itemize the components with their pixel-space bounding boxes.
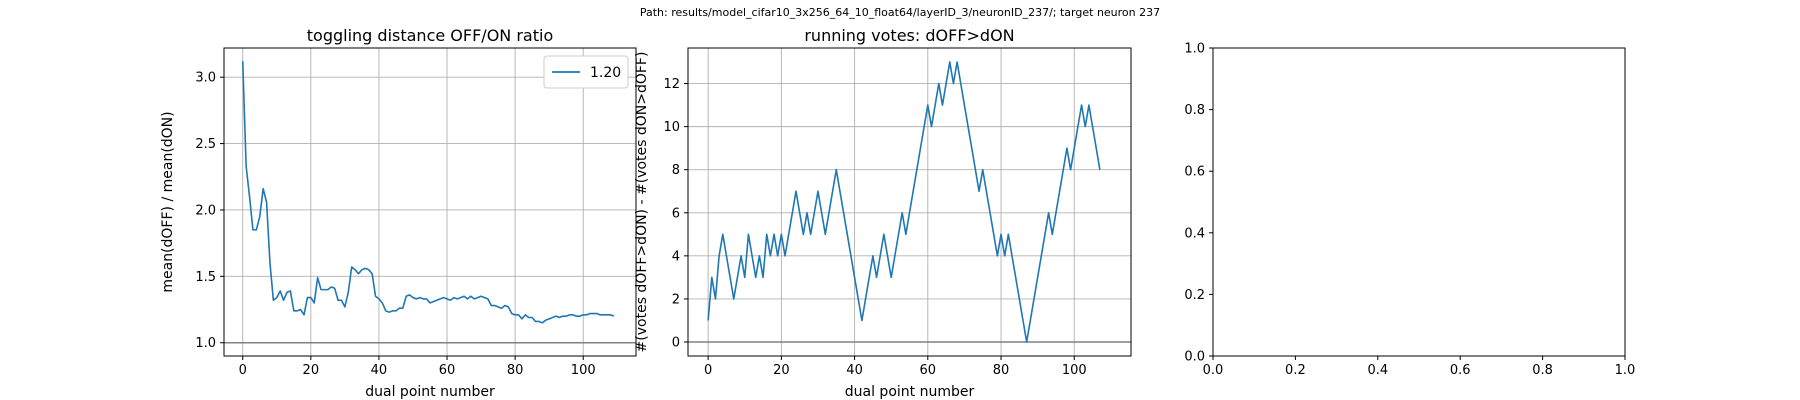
y-tick-label: 1.0 — [1184, 42, 1205, 57]
panel-empty-axes: 0.0 0.2 0.4 0.6 0.8 1.0 0.0 0.2 0.4 0.6 0.8 1.0 — [1184, 42, 1635, 379]
y-tick-label: 2 — [672, 292, 680, 307]
x-tick-label: 40 — [846, 363, 863, 378]
y-tick-label: 1.0 — [195, 336, 216, 351]
y-tick-label: 0.0 — [1184, 350, 1205, 365]
y-tick-label: 12 — [663, 77, 680, 92]
x-tick-label: 20 — [303, 363, 320, 378]
axes-frame — [223, 47, 637, 357]
x-tick-label: 100 — [1062, 363, 1087, 378]
x-tick-label: 100 — [571, 363, 596, 378]
x-tick-label: 0.2 — [1285, 363, 1306, 378]
x-axis-label: dual point number — [365, 384, 495, 400]
series-line — [241, 61, 615, 324]
y-tick-label: 2.0 — [195, 203, 216, 218]
x-tick-label: 40 — [371, 363, 388, 378]
y-tick-label: 6 — [672, 206, 680, 221]
x-axis-label: dual point number — [845, 384, 975, 400]
panel-running-votes: 0 20 40 60 80 100 0 2 4 6 8 10 12 running votes: dOFF… — [634, 26, 1132, 400]
y-tick-label: 0.8 — [1184, 103, 1205, 118]
chart-title: toggling distance OFF/ON ratio — [307, 26, 553, 45]
y-tick-label: 3.0 — [195, 71, 216, 86]
axes-frame — [1212, 47, 1626, 357]
y-tick-label: 1.5 — [195, 270, 216, 285]
x-tick-label: 80 — [993, 363, 1010, 378]
y-tick-label: 0.2 — [1184, 288, 1205, 303]
x-tick-label: 60 — [439, 363, 456, 378]
x-tick-label: 0 — [704, 363, 712, 378]
legend-label: 1.20 — [590, 65, 621, 81]
x-tick-label: 80 — [507, 363, 524, 378]
chart-title: running votes: dOFF>dON — [804, 26, 1014, 45]
y-axis-label: mean(dOFF) / mean(dON) — [160, 111, 176, 292]
x-tick-label: 0.6 — [1450, 363, 1471, 378]
panel-toggling-distance-ratio: 0 20 40 60 80 100 1.0 1.5 2.0 2.5 3.0 toggling dist… — [160, 26, 637, 400]
y-tick-label: 10 — [663, 120, 680, 135]
x-tick-label: 0.8 — [1532, 363, 1553, 378]
y-tick-label: 0 — [672, 336, 680, 351]
x-tick-label: 0.0 — [1203, 363, 1224, 378]
x-tick-label: 1.0 — [1615, 363, 1636, 378]
y-tick-label: 0.6 — [1184, 165, 1205, 180]
figure-suptitle: Path: results/model_cifar10_3x256_64_10_… — [640, 6, 1160, 19]
series-line — [707, 61, 1101, 343]
y-tick-label: 2.5 — [195, 137, 216, 152]
x-tick-label: 20 — [773, 363, 790, 378]
legend-box — [543, 55, 629, 89]
x-tick-label: 0.4 — [1367, 363, 1388, 378]
y-axis-label: #(votes dOFF>dON) - #(votes dON>dOFF) — [634, 52, 650, 353]
y-tick-label: 4 — [672, 249, 680, 264]
x-tick-label: 60 — [920, 363, 937, 378]
y-tick-label: 0.4 — [1184, 226, 1205, 241]
x-tick-label: 0 — [239, 363, 247, 378]
axes-frame — [687, 47, 1132, 357]
y-tick-label: 8 — [672, 163, 680, 178]
